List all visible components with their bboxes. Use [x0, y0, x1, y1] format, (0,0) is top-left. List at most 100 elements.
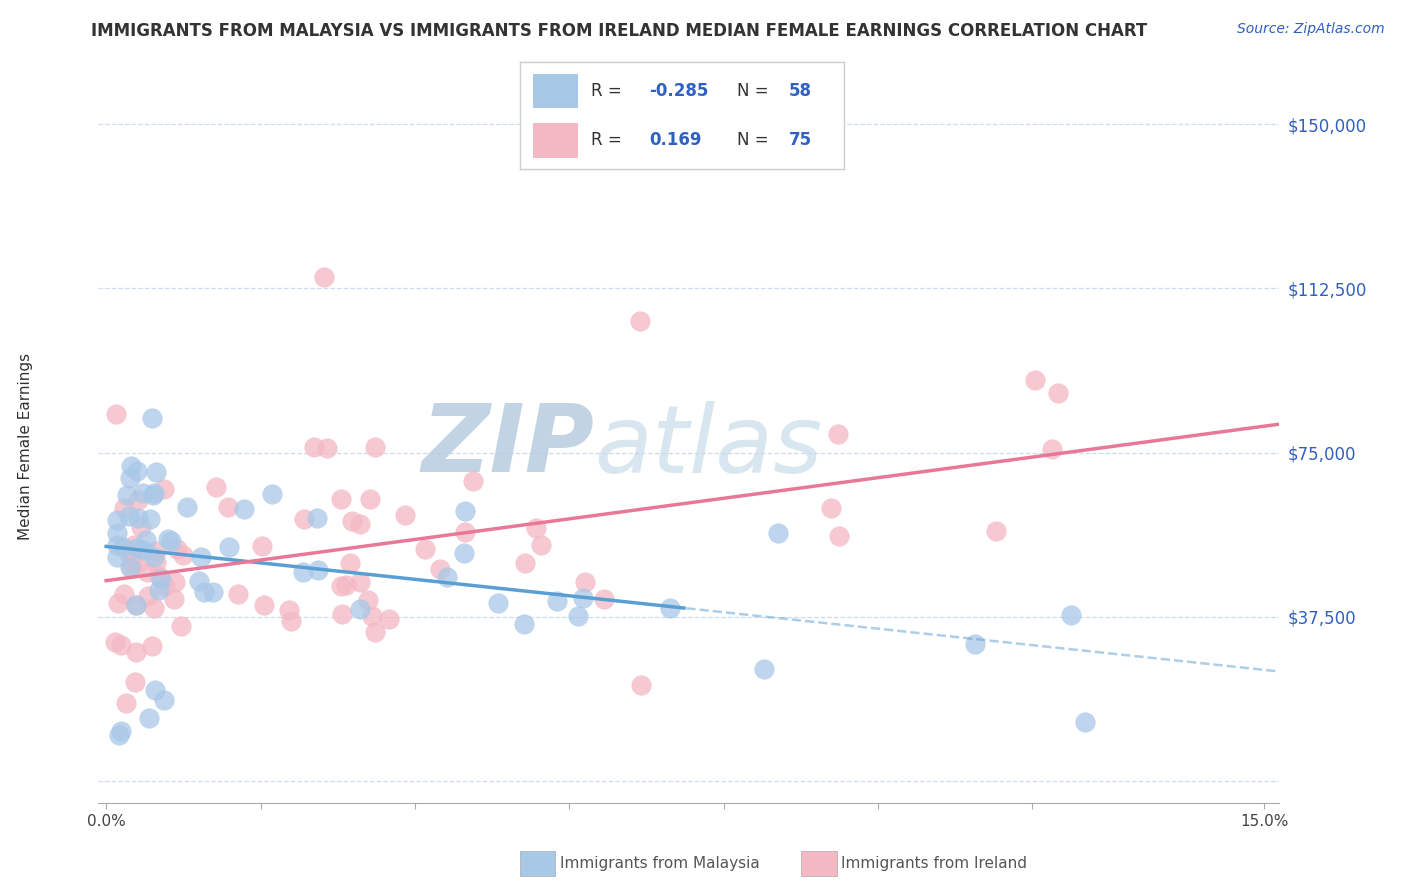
Point [159, 533, 181, 548]
Text: Source: ZipAtlas.com: Source: ZipAtlas.com [1237, 22, 1385, 37]
Point [453, 546, 475, 560]
Text: 0.169: 0.169 [650, 131, 702, 149]
Point [170, 619, 193, 633]
Point [312, 270, 335, 285]
Point [658, 600, 681, 615]
Point [145, 465, 167, 479]
Point [118, 559, 141, 574]
Point [335, 578, 357, 592]
Point [143, 486, 166, 500]
Point [117, 545, 139, 559]
Point [115, 696, 138, 710]
Point [349, 602, 371, 616]
Point [127, 541, 149, 555]
Point [530, 538, 553, 552]
Point [1060, 608, 1083, 623]
Point [143, 600, 166, 615]
Point [571, 591, 593, 605]
Point [364, 625, 387, 640]
Point [104, 634, 127, 648]
Point [107, 549, 129, 564]
Point [202, 584, 225, 599]
Point [1024, 374, 1046, 388]
Point [630, 677, 652, 691]
Point [127, 510, 149, 524]
Point [429, 562, 451, 576]
Point [329, 492, 352, 507]
Point [145, 544, 167, 558]
Bar [533, 123, 578, 158]
Point [143, 682, 166, 697]
Text: ZIP: ZIP [422, 400, 595, 492]
Point [984, 524, 1007, 539]
Point [120, 561, 142, 575]
Point [1074, 714, 1097, 729]
Bar [533, 74, 578, 109]
Point [110, 723, 132, 738]
Point [105, 526, 128, 541]
Point [163, 592, 186, 607]
Point [118, 508, 141, 523]
Point [145, 554, 167, 568]
Point [461, 474, 484, 488]
Point [339, 556, 361, 570]
Point [512, 617, 534, 632]
Point [152, 693, 174, 707]
Point [965, 637, 987, 651]
Point [172, 549, 194, 563]
Point [361, 608, 384, 623]
Point [105, 539, 128, 553]
Point [121, 553, 143, 567]
Point [128, 555, 150, 569]
Point [148, 569, 170, 583]
Point [253, 599, 276, 613]
Point [157, 532, 180, 546]
Point [357, 593, 380, 607]
Point [205, 480, 228, 494]
Point [135, 533, 157, 547]
Point [233, 502, 256, 516]
Point [413, 541, 436, 556]
Point [280, 615, 302, 629]
Point [304, 440, 326, 454]
Text: R =: R = [592, 131, 627, 149]
Point [148, 582, 170, 597]
Point [217, 500, 239, 515]
Point [628, 314, 651, 328]
Point [291, 565, 314, 579]
Point [332, 607, 354, 621]
Point [124, 675, 146, 690]
Point [292, 512, 315, 526]
Point [820, 500, 842, 515]
Point [546, 593, 568, 607]
Point [364, 440, 387, 454]
Text: 58: 58 [789, 82, 811, 100]
Point [394, 508, 416, 522]
Point [141, 639, 163, 653]
Text: Immigrants from Ireland: Immigrants from Ireland [841, 856, 1026, 871]
Point [1047, 386, 1070, 401]
Point [307, 563, 329, 577]
Point [112, 540, 135, 554]
Point [105, 513, 128, 527]
Point [340, 514, 363, 528]
Point [152, 482, 174, 496]
Point [359, 491, 381, 506]
Point [163, 575, 186, 590]
Point [132, 486, 155, 500]
Point [454, 504, 477, 518]
Point [827, 427, 849, 442]
Point [107, 728, 129, 742]
Point [107, 596, 129, 610]
Point [105, 408, 128, 422]
Point [307, 511, 329, 525]
Point [436, 570, 458, 584]
Point [349, 516, 371, 531]
Text: atlas: atlas [595, 401, 823, 491]
Text: 75: 75 [789, 131, 811, 149]
Point [135, 566, 157, 580]
Point [138, 589, 160, 603]
Point [486, 596, 509, 610]
Point [188, 574, 211, 588]
Point [378, 612, 401, 626]
